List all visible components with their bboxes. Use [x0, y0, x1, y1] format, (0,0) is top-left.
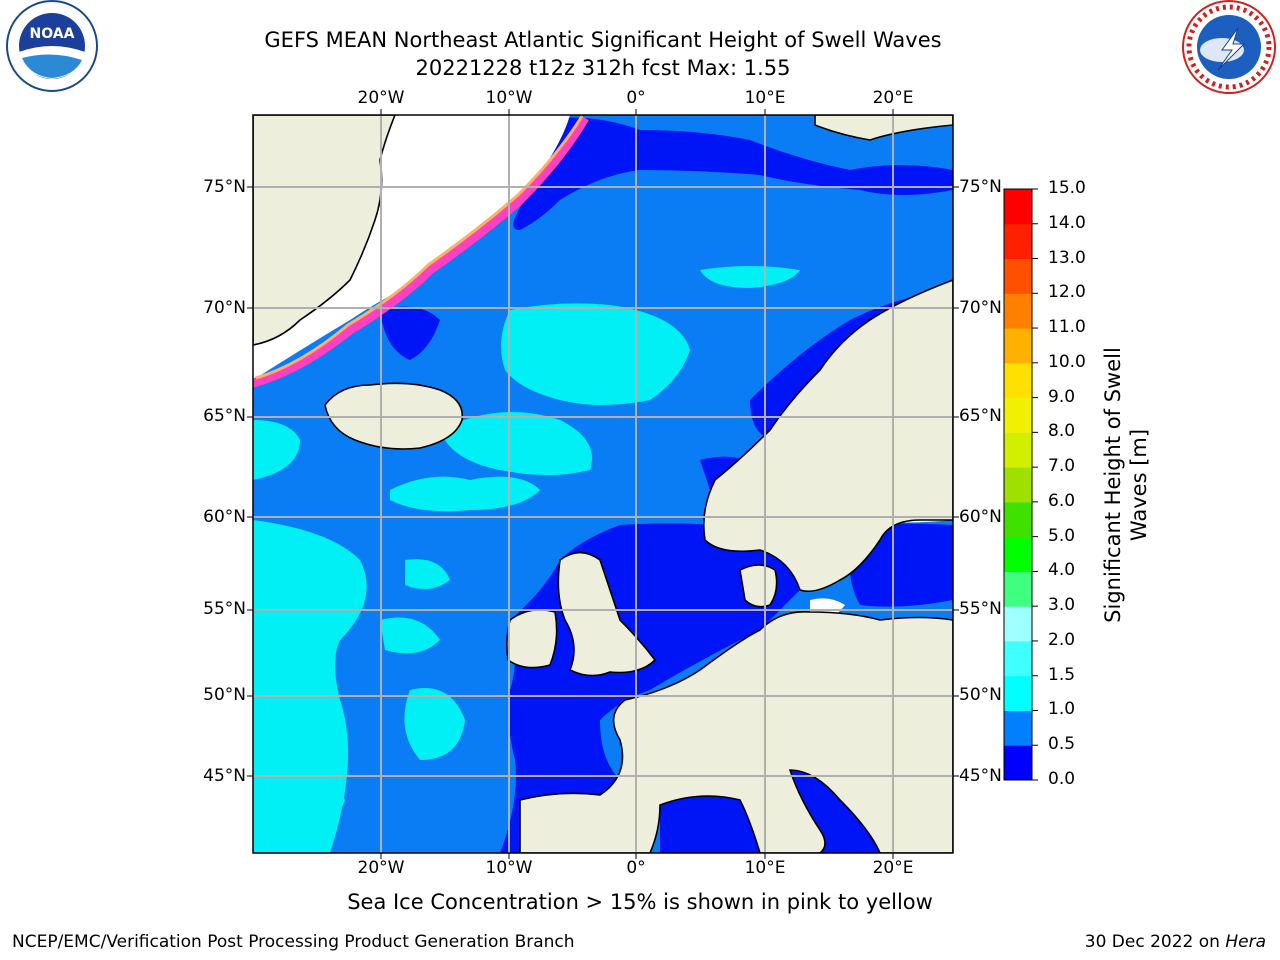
lon-label-top: 10°E [744, 88, 786, 108]
colorbar-tick-label: 0.0 [1048, 769, 1076, 789]
lat-label-left: 55°N [203, 599, 246, 619]
colorbar-tick-label: 4.0 [1048, 560, 1076, 581]
lat-label-left: 50°N [203, 685, 246, 705]
footer-host: Hera [1225, 932, 1266, 952]
lon-label-top: 0° [626, 88, 646, 108]
lat-label-right: 50°N [959, 685, 1002, 705]
lat-label-left: 45°N [203, 766, 246, 786]
sea-ice-edge-inner [255, 115, 584, 380]
colorbar-segment [1004, 745, 1032, 781]
land-scandinavia [702, 279, 953, 593]
lat-label-right: 55°N [959, 599, 1002, 619]
map-area [253, 115, 953, 853]
colorbar-segment [1004, 536, 1032, 572]
colorbar-segment [1004, 640, 1032, 677]
colorbar-frame [1003, 188, 1033, 781]
lat-label-right: 65°N [959, 406, 1002, 426]
lat-label-right: 75°N [959, 177, 1002, 197]
map-frame [252, 114, 954, 854]
colorbar [1003, 188, 1038, 781]
svg-text:NOAA: NOAA [30, 26, 75, 42]
colorbar-tick-label: 7.0 [1048, 456, 1076, 477]
noaa-logo: NOAA [6, 0, 98, 92]
land [253, 115, 953, 853]
footer-date-text: 30 Dec 2022 on [1084, 932, 1220, 952]
sea-ice-edge [253, 115, 589, 388]
colorbar-tick-label: 5.0 [1048, 525, 1076, 546]
lon-label-bottom: 0° [626, 858, 646, 878]
land-continental-europe [519, 611, 953, 853]
colorbar-tick-label: 8.0 [1048, 421, 1076, 442]
lon-label-bottom: 20°E [872, 858, 914, 878]
colorbar-segment [1004, 189, 1032, 225]
footer-date: 30 Dec 2022 on Hera [1085, 932, 1266, 952]
colorbar-segment [1004, 397, 1032, 433]
chart-title: GEFS MEAN Northeast Atlantic Significant… [264, 28, 942, 52]
lat-label-left: 70°N [203, 298, 246, 318]
land-svalbard [814, 115, 953, 141]
lon-label-top: 10°W [485, 88, 533, 108]
lat-label-left: 60°N [203, 507, 246, 527]
colorbar-tick-label: 0.5 [1048, 734, 1076, 755]
lon-label-bottom: 20°W [357, 858, 405, 878]
colorbar-tick-label: 10.0 [1048, 351, 1086, 372]
colorbar-tick-label: 9.0 [1048, 386, 1076, 407]
colorbar-segment [1004, 675, 1032, 711]
colorbar-tick-label: 15.0 [1048, 178, 1086, 198]
lon-label-bottom: 10°E [744, 858, 786, 878]
colorbar-segment [1004, 710, 1032, 746]
land-ireland [506, 609, 558, 669]
colorbar-segment [1004, 571, 1032, 607]
lat-label-left: 65°N [203, 406, 246, 426]
colorbar-tick-label: 2.0 [1048, 629, 1076, 650]
colorbar-segment [1004, 432, 1032, 468]
colorbar-segment [1004, 258, 1032, 294]
colorbar-tick-label: 13.0 [1048, 247, 1086, 268]
colorbar-tick-label: 1.5 [1048, 664, 1076, 685]
lon-label-top: 20°W [357, 88, 405, 108]
lat-label-left: 75°N [203, 177, 246, 197]
colorbar-segment [1004, 501, 1032, 538]
colorbar-tick-label: 14.0 [1048, 212, 1086, 233]
colorbar-segment [1004, 467, 1032, 503]
chart-subtitle: 20221228 t12z 312h fcst Max: 1.55 [415, 56, 791, 80]
colorbar-segment [1004, 328, 1032, 364]
colorbar-tick-label: 3.0 [1048, 595, 1076, 616]
graticule [253, 115, 953, 853]
lat-label-right: 45°N [959, 766, 1002, 786]
footer-credit: NCEP/EMC/Verification Post Processing Pr… [12, 932, 575, 952]
nws-logo [1182, 0, 1276, 94]
colorbar-tick-label: 11.0 [1048, 317, 1086, 338]
tick-marks [247, 109, 959, 859]
lat-label-right: 70°N [959, 298, 1002, 318]
colorbar-segment [1004, 606, 1032, 642]
lon-label-top: 20°E [872, 88, 914, 108]
colorbar-label: Significant Height of Swell Waves [m] [1101, 347, 1151, 623]
lat-label-right: 60°N [959, 507, 1002, 527]
colorbar-segment [1004, 362, 1032, 399]
colorbar-tick-label: 1.0 [1048, 699, 1076, 720]
colorbar-tick-label: 12.0 [1048, 282, 1086, 303]
colorbar-segment [1004, 223, 1032, 260]
sea-ice-note: Sea Ice Concentration > 15% is shown in … [347, 890, 933, 914]
lon-label-bottom: 10°W [485, 858, 533, 878]
colorbar-segment [1004, 293, 1032, 329]
swell-high-regions [253, 266, 800, 853]
land-denmark [739, 564, 778, 608]
colorbar-tick-label: 6.0 [1048, 490, 1076, 511]
